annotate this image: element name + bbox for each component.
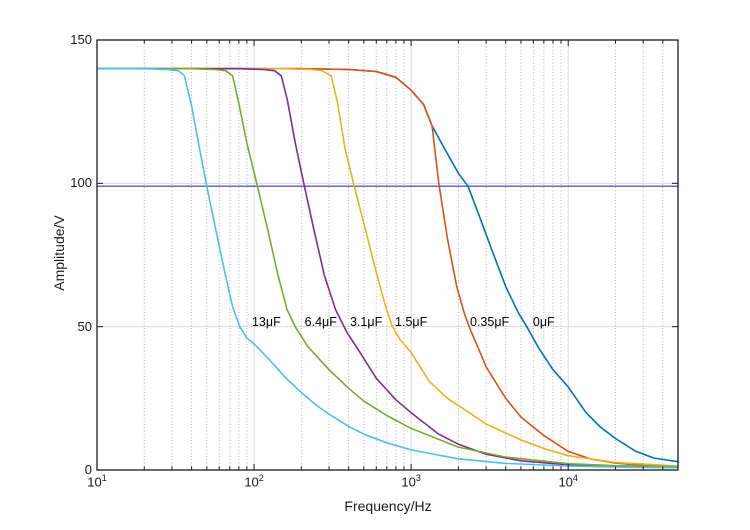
- curve-0p35uf: [97, 67, 678, 468]
- axes-box: [96, 39, 679, 471]
- y-tick-label: 0: [84, 462, 92, 477]
- x-tick-label: 101: [87, 473, 107, 490]
- y-tick-label: 100: [70, 175, 92, 191]
- curve-label-curve-0p35uf: 0.35μF: [470, 315, 510, 330]
- x-tick-label: 103: [401, 473, 421, 490]
- curve-1p5uf: [97, 67, 678, 467]
- y-tick-label: 150: [70, 32, 92, 47]
- x-axis-label: Frequency/Hz: [344, 498, 432, 514]
- curve-3p1uf: [97, 67, 678, 469]
- curve-13uf: [97, 67, 678, 469]
- curve-label-curve-3p1uf: 3.1μF: [349, 315, 383, 330]
- curve-label-curve-13uf: 13μF: [251, 315, 281, 330]
- y-tick-label: 50: [77, 318, 92, 334]
- y-axis-label: Amplitude/V: [51, 215, 67, 291]
- curve-label-curve-6p4uf: 6.4μF: [304, 315, 337, 330]
- curve-0uf: [97, 67, 678, 463]
- curve-label-curve-0uf: 0μF: [532, 315, 555, 330]
- x-tick-label: 104: [558, 473, 578, 490]
- curve-6p4uf: [97, 67, 678, 468]
- curve-label-curve-1p5uf: 1.5μF: [395, 315, 428, 330]
- x-tick-label: 102: [244, 473, 264, 490]
